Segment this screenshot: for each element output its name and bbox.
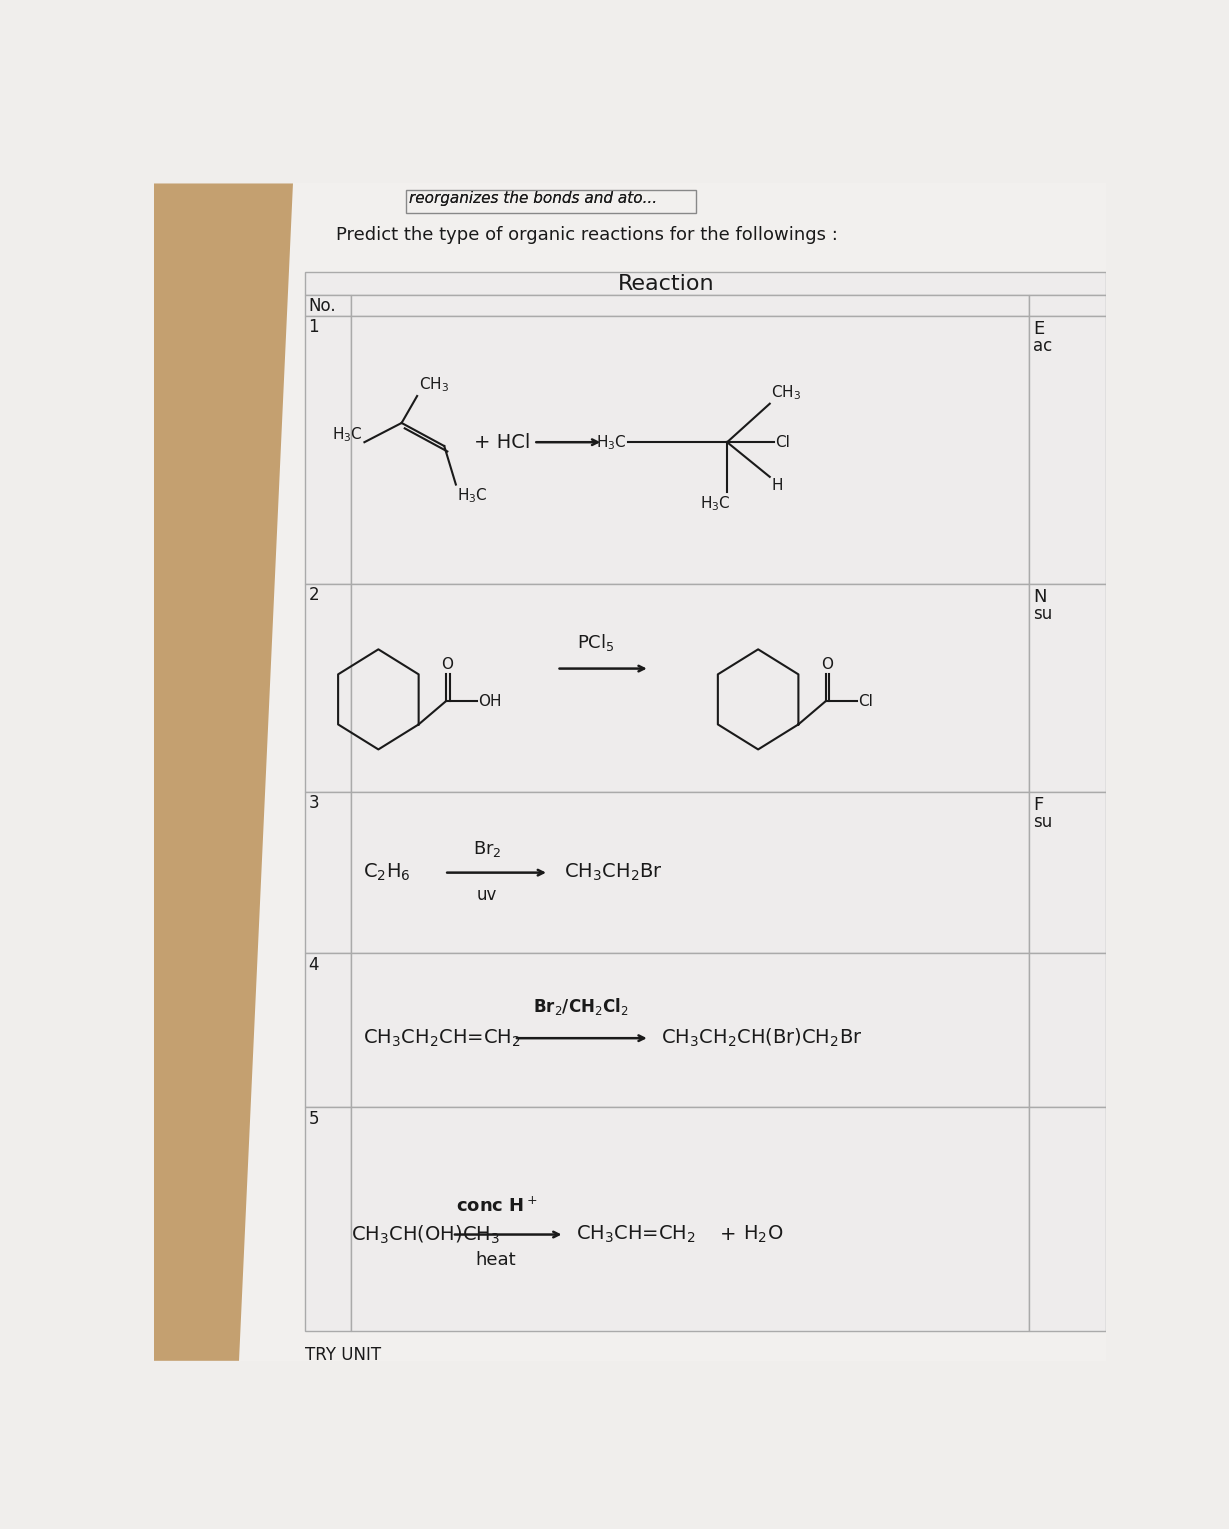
Text: Br$_2$/CH$_2$Cl$_2$: Br$_2$/CH$_2$Cl$_2$ <box>533 995 629 1017</box>
Text: 4: 4 <box>308 956 320 974</box>
Text: PCl$_5$: PCl$_5$ <box>576 631 614 653</box>
Bar <box>305 272 1106 295</box>
Text: Reaction: Reaction <box>618 274 715 295</box>
Text: O: O <box>441 657 454 673</box>
Bar <box>1030 584 1106 792</box>
Text: CH$_3$CH=CH$_2$: CH$_3$CH=CH$_2$ <box>576 1223 696 1245</box>
Text: su: su <box>1034 605 1052 624</box>
Polygon shape <box>238 183 1106 1361</box>
Text: H$_3$C: H$_3$C <box>701 494 731 514</box>
Text: Cl: Cl <box>858 694 873 709</box>
Bar <box>351 317 1030 584</box>
Text: 5: 5 <box>308 1110 320 1128</box>
Text: CH$_3$CH$_2$CH=CH$_2$: CH$_3$CH$_2$CH=CH$_2$ <box>363 1027 521 1049</box>
Text: + HCl: + HCl <box>474 433 531 451</box>
Bar <box>351 1107 1030 1330</box>
Text: Cl: Cl <box>775 434 790 450</box>
Text: TRY UNIT: TRY UNIT <box>305 1346 381 1364</box>
Bar <box>1030 954 1106 1107</box>
Text: E: E <box>1034 320 1045 338</box>
Text: H$_2$O: H$_2$O <box>742 1223 783 1245</box>
Text: Predict the type of organic reactions for the followings :: Predict the type of organic reactions fo… <box>336 226 838 243</box>
Polygon shape <box>154 183 308 1361</box>
Bar <box>351 792 1030 954</box>
Bar <box>1030 317 1106 584</box>
Bar <box>305 317 351 584</box>
Bar <box>1030 295 1106 317</box>
Text: reorganizes the bonds and ato...: reorganizes the bonds and ato... <box>409 191 658 206</box>
Bar <box>351 584 1030 792</box>
Text: +: + <box>719 1225 736 1245</box>
Text: C$_2$H$_6$: C$_2$H$_6$ <box>363 862 410 884</box>
Text: uv: uv <box>477 887 497 905</box>
Bar <box>305 954 351 1107</box>
Bar <box>1030 792 1106 954</box>
Text: CH$_3$: CH$_3$ <box>772 384 801 402</box>
Text: No.: No. <box>308 297 337 315</box>
Text: su: su <box>1034 813 1052 832</box>
Bar <box>351 295 1030 317</box>
Text: heat: heat <box>476 1251 516 1269</box>
Text: CH$_3$CH(OH)CH$_3$: CH$_3$CH(OH)CH$_3$ <box>351 1223 500 1246</box>
Text: H: H <box>772 479 783 494</box>
Text: CH$_3$: CH$_3$ <box>419 376 449 394</box>
Text: CH$_3$CH$_2$CH(Br)CH$_2$Br: CH$_3$CH$_2$CH(Br)CH$_2$Br <box>661 1027 863 1049</box>
Bar <box>1030 1107 1106 1330</box>
Bar <box>305 584 351 792</box>
Text: Br$_2$: Br$_2$ <box>472 839 501 859</box>
Text: CH$_3$CH$_2$Br: CH$_3$CH$_2$Br <box>564 862 664 884</box>
Text: N: N <box>1034 587 1047 605</box>
Bar <box>351 954 1030 1107</box>
Bar <box>406 190 696 213</box>
Text: reorganizes the bonds and ato...: reorganizes the bonds and ato... <box>409 191 658 206</box>
Bar <box>305 792 351 954</box>
Text: 2: 2 <box>308 586 320 604</box>
Bar <box>305 1107 351 1330</box>
Text: H$_3$C: H$_3$C <box>457 486 488 505</box>
Text: O: O <box>821 657 833 673</box>
Text: 1: 1 <box>308 318 320 336</box>
Text: H$_3$C: H$_3$C <box>596 433 627 451</box>
Text: F: F <box>1034 795 1043 813</box>
Bar <box>305 295 351 317</box>
Text: H$_3$C: H$_3$C <box>332 425 363 443</box>
Text: OH: OH <box>478 694 501 709</box>
Text: 3: 3 <box>308 794 320 812</box>
Text: conc H$^+$: conc H$^+$ <box>456 1196 537 1216</box>
Text: ac: ac <box>1034 338 1052 355</box>
